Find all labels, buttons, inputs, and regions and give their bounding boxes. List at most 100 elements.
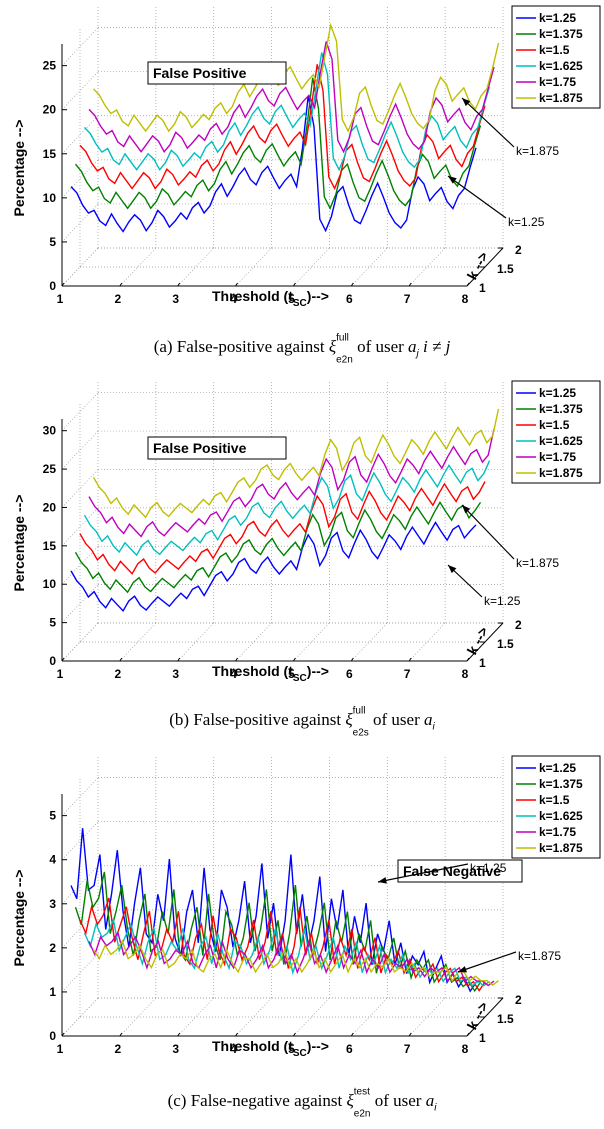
legend-box bbox=[511, 380, 601, 484]
legend-label: k=1.375 bbox=[539, 402, 583, 416]
caption-var-sub: i bbox=[432, 721, 435, 733]
y-tick-label: 30 bbox=[43, 424, 57, 438]
legend-label: k=1.25 bbox=[539, 761, 576, 775]
legend-label: k=1.25 bbox=[539, 11, 576, 25]
caption-sub: e2n bbox=[353, 1108, 371, 1120]
series-line-k=1.875 bbox=[92, 939, 499, 986]
callouts: k=1.875 k=1.25 bbox=[447, 504, 559, 608]
x-tick-label: 3 bbox=[172, 667, 179, 681]
x-tick-label: 6 bbox=[346, 667, 353, 681]
caption-suffix: of user bbox=[352, 337, 409, 357]
series-line-k=1.625 bbox=[83, 917, 490, 987]
series-line-k=1.25 bbox=[70, 521, 477, 612]
legend-label: k=1.75 bbox=[539, 75, 576, 89]
k-tick-label: 1 bbox=[479, 656, 486, 670]
x-tick-label: 5 bbox=[288, 1042, 295, 1056]
grid-line bbox=[61, 159, 99, 199]
x-tick-label: 2 bbox=[115, 292, 122, 306]
y-tick-label: 20 bbox=[43, 500, 57, 514]
x-tick bbox=[350, 1032, 354, 1037]
legend-label: k=1.625 bbox=[539, 809, 583, 823]
grid-line bbox=[61, 909, 99, 949]
x-tick-label: 1 bbox=[57, 667, 64, 681]
k-tick-label: 2 bbox=[515, 993, 522, 1007]
grid-line bbox=[408, 622, 446, 662]
k-tick-label: 2 bbox=[515, 243, 522, 257]
legend-label: k=1.75 bbox=[539, 450, 576, 464]
legend-box bbox=[511, 5, 601, 109]
x-tick bbox=[408, 657, 412, 662]
legend-label: k=1.5 bbox=[539, 793, 570, 807]
caption-suffix: of user bbox=[370, 1091, 426, 1111]
series-line-k=1.5 bbox=[79, 64, 486, 191]
callout-arrowhead bbox=[462, 505, 471, 514]
x-tick bbox=[119, 282, 123, 287]
callout-label: k=1.875 bbox=[516, 556, 559, 570]
x-tick bbox=[177, 1032, 181, 1037]
x-tick-label: 7 bbox=[404, 1042, 411, 1056]
legend-label: k=1.875 bbox=[539, 91, 583, 105]
z-axis-label: k --> bbox=[464, 999, 492, 1032]
legend-label: k=1.5 bbox=[539, 418, 570, 432]
callout-arrowhead bbox=[458, 966, 467, 973]
series-line-k=1.625 bbox=[83, 52, 491, 172]
y-tick-label: 0 bbox=[49, 654, 56, 668]
grid-line bbox=[61, 392, 99, 431]
callouts: k=1.25 k=1.875 bbox=[377, 861, 561, 973]
series-line-k=1.25 bbox=[70, 95, 477, 233]
y-tick-label: 25 bbox=[43, 59, 57, 73]
x-tick-label: 7 bbox=[404, 292, 411, 306]
legend-label: k=1.625 bbox=[539, 434, 583, 448]
callout-arrowhead bbox=[378, 877, 387, 884]
callout-arrowhead bbox=[462, 98, 471, 107]
x-tick-label: 8 bbox=[462, 667, 469, 681]
y-tick-label: 0 bbox=[49, 279, 56, 293]
y-tick-label: 5 bbox=[49, 809, 56, 823]
x-tick bbox=[466, 657, 470, 662]
callout-arrowhead bbox=[448, 565, 457, 574]
caption-label: (b) False-positive against bbox=[169, 710, 346, 730]
x-tick bbox=[408, 282, 412, 287]
caption-var: a bbox=[425, 1091, 435, 1111]
callout-label: k=1.25 bbox=[484, 594, 521, 608]
k-tick-label: 1 bbox=[479, 1031, 486, 1045]
legend: k=1.25 k=1.375 k=1.5 k=1.625 k=1.75 k=1.875 bbox=[511, 380, 601, 484]
x-tick bbox=[408, 1032, 412, 1037]
y-axis-label: Percentage --> bbox=[11, 120, 27, 217]
x-tick bbox=[466, 1032, 470, 1037]
grid-line bbox=[177, 622, 214, 662]
x-tick-label: 4 bbox=[230, 1042, 237, 1056]
y-tick-label: 2 bbox=[49, 941, 56, 955]
callout-arrow bbox=[461, 97, 515, 148]
y-tick-label: 10 bbox=[43, 577, 57, 591]
series-line-k=1.5 bbox=[79, 897, 486, 992]
legend: k=1.25 k=1.375 k=1.5 k=1.625 k=1.75 k=1.875 bbox=[511, 755, 601, 859]
legend-label: k=1.375 bbox=[539, 777, 583, 791]
legend-label: k=1.375 bbox=[539, 27, 583, 41]
x-tick bbox=[61, 657, 65, 662]
annotation-text: False Negative bbox=[403, 863, 501, 879]
x-tick-label: 6 bbox=[346, 1042, 353, 1056]
annotation-text: False Positive bbox=[153, 440, 247, 456]
callout-arrow bbox=[447, 175, 507, 219]
y-tick-label: 5 bbox=[49, 616, 56, 630]
series-group bbox=[70, 408, 500, 612]
y-tick-label: 5 bbox=[49, 235, 56, 249]
x-tick bbox=[350, 282, 354, 287]
x-axis-label: Threshold (tSC)--> bbox=[212, 663, 329, 684]
caption-sup: full bbox=[336, 332, 349, 344]
callout-label: k=1.25 bbox=[508, 215, 545, 229]
legend-label: k=1.75 bbox=[539, 825, 576, 839]
caption-a: (a) False-positive against ξfull e2n of u… bbox=[0, 333, 604, 365]
series-line-k=1.375 bbox=[74, 501, 482, 594]
grid-line bbox=[408, 997, 446, 1037]
series-line-k=1.875 bbox=[92, 22, 500, 133]
x-tick-label: 1 bbox=[57, 292, 64, 306]
x-tick bbox=[119, 657, 123, 662]
x-tick-label: 4 bbox=[230, 292, 237, 306]
y-tick-label: 0 bbox=[49, 1029, 56, 1043]
